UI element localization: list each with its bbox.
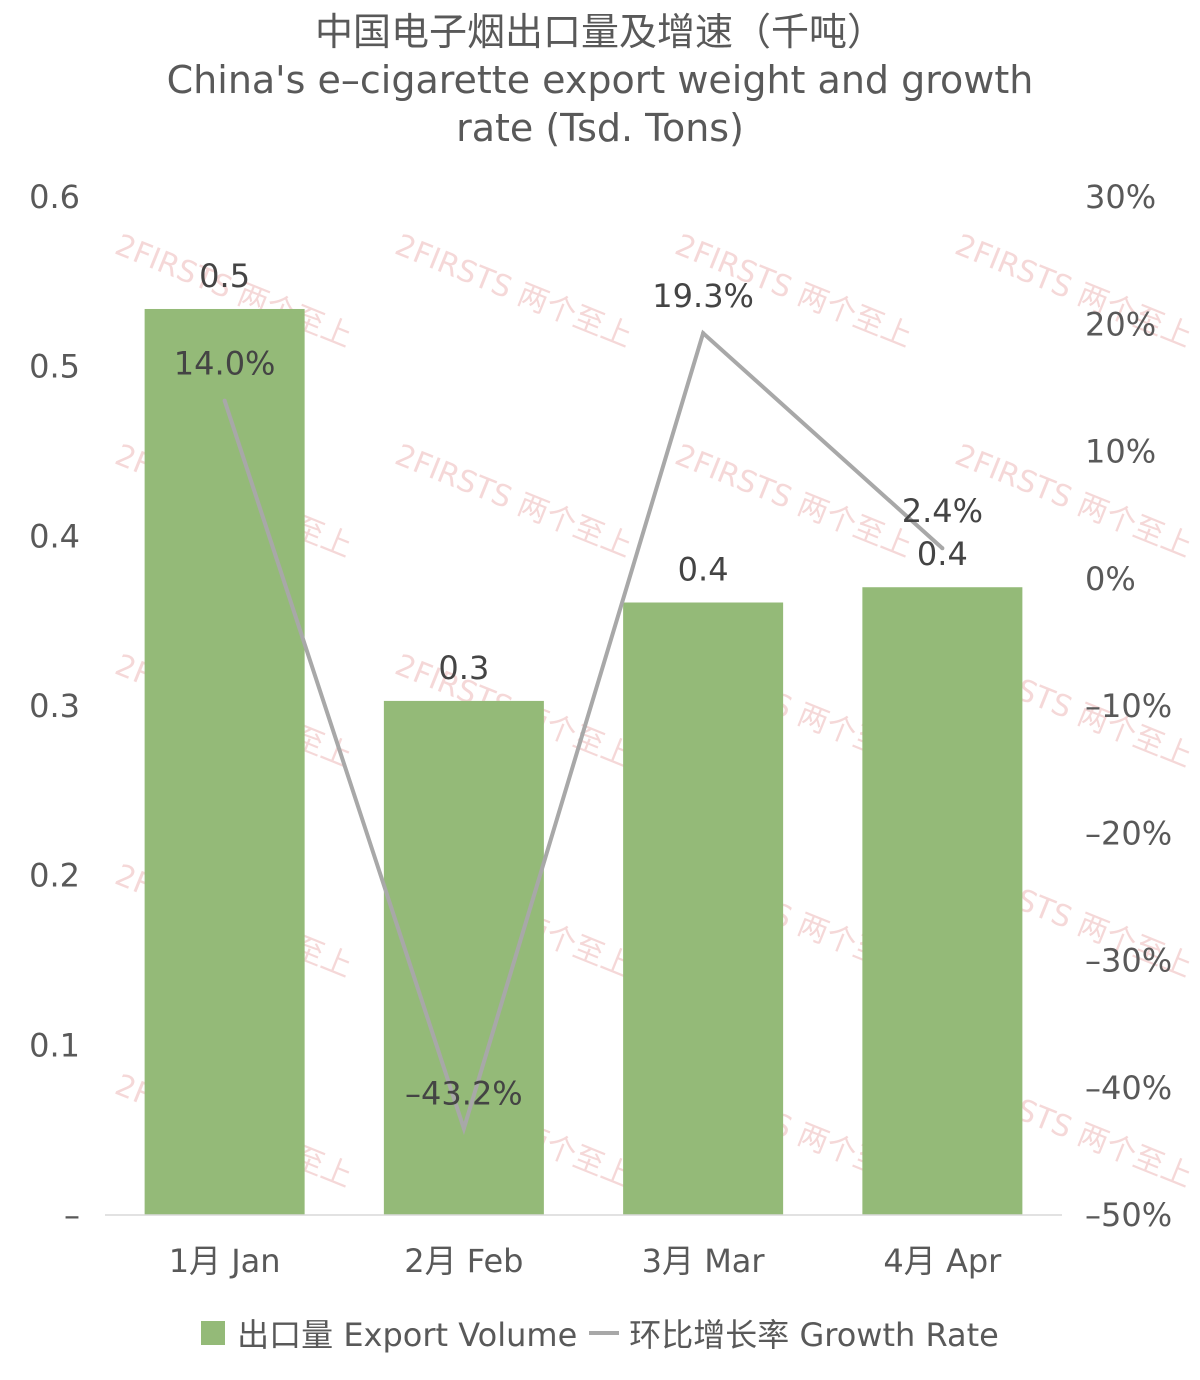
legend-swatch-line (589, 1331, 620, 1335)
bar-data-label-3: 0.4 (678, 551, 729, 589)
left-tick-label: 0.4 (29, 517, 80, 555)
bar-1 (144, 308, 305, 1216)
growth-rate-point-4 (940, 546, 945, 551)
right-tick-label: –30% (1085, 942, 1172, 980)
chart-title-block: 中国电子烟出口量及增速（千吨） China's e–cigarette expo… (0, 8, 1200, 152)
line-data-label-3: 19.3% (652, 277, 754, 315)
growth-rate-point-1 (222, 398, 227, 403)
right-tick-label: 20% (1085, 305, 1156, 343)
x-tick-label: 3月 Mar (642, 1242, 766, 1280)
left-tick-label: 0.2 (29, 857, 80, 895)
watermark-text: 2FIRSTS 两个至上 (670, 438, 917, 565)
legend-item-growth-rate: 环比增长率 Growth Rate (577, 1310, 999, 1356)
right-y-axis: 30% 20% 10% 0% –10% –20% –30% –40% –50% (1085, 178, 1172, 1234)
growth-rate-point-2 (461, 1126, 466, 1131)
left-tick-label: 0.1 (29, 1026, 80, 1064)
right-tick-label: –20% (1085, 814, 1172, 852)
watermark-text: 2FIRSTS 两个至上 (390, 228, 637, 355)
left-tick-label: 0.5 (29, 348, 80, 386)
watermark-text: 2FIRSTS 两个至上 (390, 438, 637, 565)
right-tick-label: 10% (1085, 433, 1156, 471)
bar-4 (862, 587, 1023, 1215)
line-data-label-4: 2.4% (902, 492, 983, 530)
bar-data-label-1: 0.5 (199, 257, 250, 295)
chart-title-en-line2: rate (Tsd. Tons) (456, 106, 744, 150)
legend-item-export-volume: 出口量 Export Volume (201, 1310, 577, 1356)
watermark-text: 2FIRSTS 两个至上 (950, 228, 1197, 355)
watermark-text: 2FIRSTS 两个至上 (950, 438, 1197, 565)
legend-swatch-bar (201, 1321, 226, 1345)
x-tick-label: 1月 Jan (169, 1242, 281, 1280)
left-y-axis: – 0.1 0.2 0.3 0.4 0.5 0.6 (29, 178, 80, 1234)
bar-data-label-4: 0.4 (917, 535, 968, 573)
right-tick-label: 0% (1085, 560, 1136, 598)
bar-data-label-2: 0.3 (438, 649, 489, 687)
line-data-label-2: –43.2% (405, 1074, 523, 1112)
data-labels-layer: 0.5 0.3 0.4 0.4 14.0% –43.2% 19.3% 2.4% (174, 257, 983, 1112)
growth-rate-point-3 (701, 331, 706, 336)
left-tick-label: 0.6 (29, 178, 80, 216)
growth-rate-line (222, 329, 944, 1136)
line-data-label-1: 14.0% (174, 345, 276, 383)
chart-plot: 2FIRSTS 两个至上 2FIRSTS 两个至上 2FIRSTS 两个至上 2FIR… (29, 178, 1197, 1280)
chart-title-cn: 中国电子烟出口量及增速（千吨） (314, 10, 885, 54)
x-tick-label: 2月 Feb (404, 1242, 523, 1280)
right-tick-label: 30% (1085, 178, 1156, 216)
bars-layer (144, 308, 1023, 1216)
x-tick-label: 4月 Apr (883, 1242, 1002, 1280)
chart-title-en-line1: China's e–cigarette export weight and gr… (166, 58, 1034, 102)
growth-line-layer (222, 329, 945, 1136)
legend-label-growth-rate: 环比增长率 Growth Rate (629, 1316, 999, 1354)
right-tick-label: –10% (1085, 687, 1172, 725)
left-tick-label: 0.3 (29, 687, 80, 725)
bar-3 (623, 602, 784, 1215)
left-tick-label: – (64, 1196, 80, 1234)
legend-label-export-volume: 出口量 Export Volume (237, 1316, 578, 1354)
right-tick-label: –50% (1085, 1196, 1172, 1234)
legend: 出口量 Export Volume 环比增长率 Growth Rate (0, 1310, 1200, 1356)
x-axis: 1月 Jan 2月 Feb 3月 Mar 4月 Apr (169, 1242, 1002, 1280)
right-tick-label: –40% (1085, 1069, 1172, 1107)
